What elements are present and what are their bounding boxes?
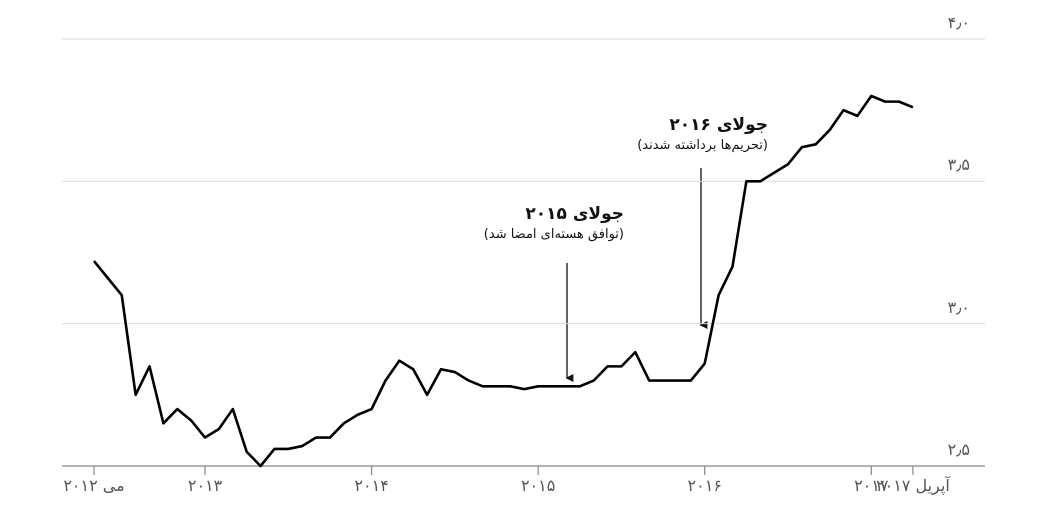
x-tick-label: ۲۰۱۵ — [520, 476, 556, 495]
x-tick-label: ۲۰۱۷ — [854, 476, 889, 495]
y-tick-label: ۴٫۰ — [947, 13, 970, 32]
y-tick-label: ۲٫۵ — [947, 440, 970, 459]
annotation: جولای ۲۰۱۵ (توافق هسته‌ای امضا شد) — [484, 204, 624, 242]
x-tick-label: ۲۰۱۶ — [687, 476, 722, 495]
data-line — [92, 94, 914, 468]
x-tick-label: ۲۰۱۴ — [354, 476, 389, 495]
annotation-text: (تحریم‌ها برداشته شدند) — [637, 138, 768, 153]
x-tick-label: ۲۰۱۳ — [187, 476, 223, 495]
y-tick-label: ۳٫۵ — [947, 155, 970, 175]
annotation-title: جولای ۲۰۱۶ — [669, 115, 768, 135]
annotation-text: (توافق هسته‌ای امضا شد) — [483, 227, 624, 242]
annotation: جولای ۲۰۱۶ (تحریم‌ها برداشته شدند) — [637, 115, 768, 153]
annotation-title: جولای ۲۰۱۵ — [525, 204, 624, 224]
x-tick-label: آپریل ۲۰۱۷ — [876, 476, 950, 495]
x-tick-label: می ۲۰۱۲ — [63, 476, 125, 495]
y-tick-label: ۳٫۰ — [947, 297, 970, 317]
